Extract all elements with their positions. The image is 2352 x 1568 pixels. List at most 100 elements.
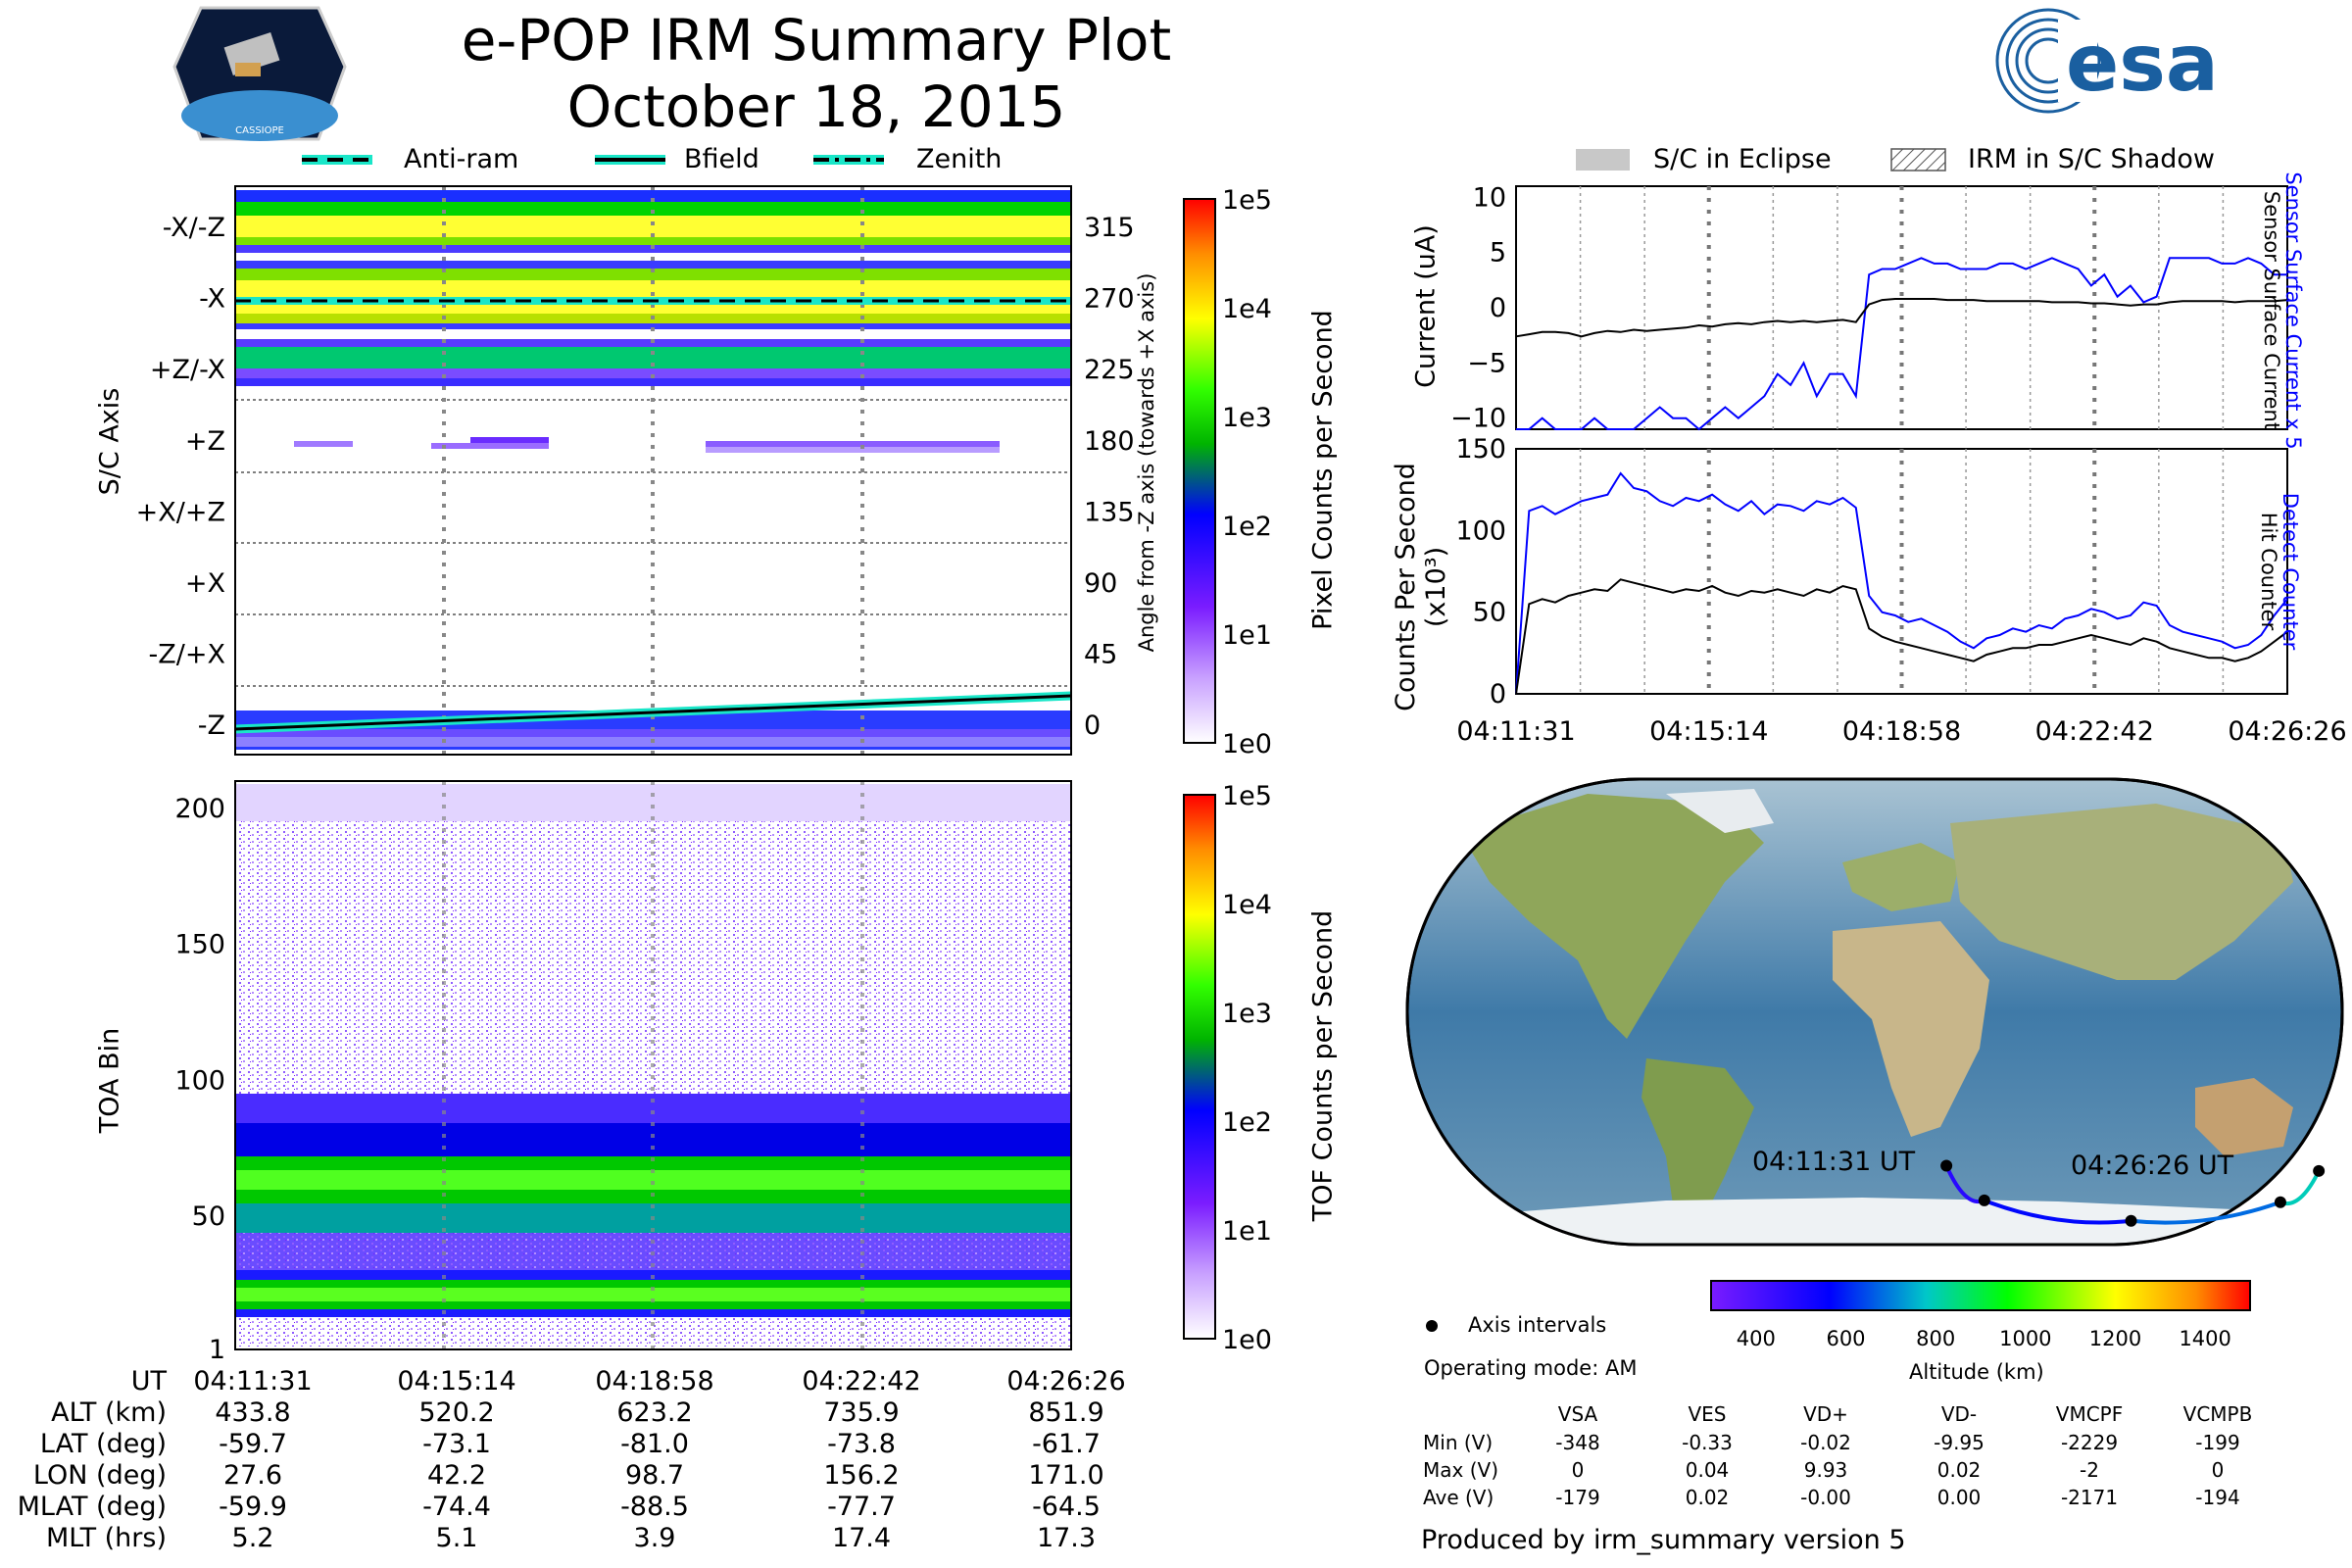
cassiope-logo-text: CASSIOPE <box>235 125 284 136</box>
axis-intervals-label: Axis intervals <box>1468 1313 1607 1337</box>
orbit-row-header: LON (deg) <box>32 1460 167 1491</box>
colorbar-tick: 1e0 <box>1222 1325 1272 1355</box>
voltage-cell: -2229 <box>2060 1431 2119 1454</box>
orbit-cell: 27.6 <box>222 1460 283 1491</box>
current-right-label-blue: Sensor Surface Current x 5 <box>2281 172 2305 450</box>
colorbar-tof-counts <box>1183 794 1216 1340</box>
y-tick: 0 <box>1490 293 1506 323</box>
counts-y-ticks: 150 100 50 0 <box>1455 434 1506 710</box>
orbit-cell: 171.0 <box>1028 1460 1104 1491</box>
footer-version: Produced by irm_summary version 5 <box>1421 1525 1906 1555</box>
altitude-tick: 1400 <box>2179 1327 2230 1350</box>
orbit-cell: -73.1 <box>422 1429 491 1459</box>
orbit-row-header: MLAT (deg) <box>17 1492 167 1522</box>
sc-axis-tick: +Z <box>185 426 225 457</box>
voltage-cell: 9.93 <box>1803 1458 1848 1482</box>
angle-tick: 270 <box>1084 284 1135 315</box>
voltage-row-label: Ave (V) <box>1423 1486 1494 1509</box>
altitude-colorbar-ticks: 400 600 800 1000 1200 1400 <box>1737 1327 2231 1350</box>
colorbar-tick: 1e3 <box>1222 403 1272 433</box>
orbit-cell: 433.8 <box>215 1397 291 1428</box>
sc-axis-tick: +Z/-X <box>150 355 225 385</box>
track-point <box>2274 1196 2286 1208</box>
time-tick: 04:18:58 <box>1842 716 1961 747</box>
counts-x-ticks: 04:11:31 04:15:14 04:18:58 04:22:42 04:26:26 <box>1456 716 2346 747</box>
orbit-cell: -74.4 <box>422 1492 491 1522</box>
track-point <box>2313 1164 2326 1177</box>
time-tick: 04:26:26 <box>2228 716 2346 747</box>
altitude-tick: 1000 <box>1999 1327 2051 1350</box>
voltage-cell: -0.33 <box>1682 1431 1733 1454</box>
track-segment <box>2279 1169 2321 1205</box>
orbit-cell: -73.8 <box>827 1429 896 1459</box>
orbit-row-header: ALT (km) <box>51 1397 167 1428</box>
current-axis-label: Current (uA) <box>1410 224 1442 388</box>
orbit-cell: -77.7 <box>827 1492 896 1522</box>
voltage-cell: 0.00 <box>1936 1486 1982 1509</box>
angle-tick: 180 <box>1084 426 1135 457</box>
counts-axis-label: Counts Per Second (x10³) <box>1391 463 1451 711</box>
toa-axis-label: TOA Bin <box>94 1027 125 1134</box>
orbit-cell: -88.5 <box>620 1492 689 1522</box>
legend-eclipse: S/C in Eclipse <box>1653 144 1832 174</box>
operating-mode: Operating mode: AM <box>1424 1356 1638 1380</box>
page-date: October 18, 2015 <box>566 74 1066 140</box>
orbit-cell: 5.1 <box>435 1523 478 1553</box>
angle-tick: 90 <box>1084 568 1117 599</box>
voltage-row-label: Min (V) <box>1423 1431 1494 1454</box>
time-tick: 04:22:42 <box>2035 716 2154 747</box>
y-tick: −5 <box>1467 348 1506 378</box>
voltage-cell: 0.02 <box>1936 1458 1982 1482</box>
colorbar-tick: 1e3 <box>1222 999 1272 1029</box>
angular-heatmap <box>234 185 1072 756</box>
sc-axis-tick: -Z/+X <box>149 640 225 670</box>
colorbar-pixel-counts <box>1183 198 1216 744</box>
voltage-cell: -9.95 <box>1934 1431 1984 1454</box>
altitude-tick: 600 <box>1826 1327 1865 1350</box>
altitude-colorbar-label: Altitude (km) <box>1909 1360 2044 1384</box>
altitude-tick: 400 <box>1737 1327 1776 1350</box>
orbit-cell: -59.7 <box>219 1429 287 1459</box>
orbit-cell: -59.9 <box>219 1492 287 1522</box>
legend-bfield: Bfield <box>684 144 760 174</box>
voltage-cell: -2 <box>2080 1458 2099 1482</box>
colorbar-tick: 1e4 <box>1222 890 1272 920</box>
orbit-cell: 3.9 <box>633 1523 676 1553</box>
series-line-hit-counter <box>1515 578 2288 695</box>
orbit-cell: 04:15:14 <box>397 1366 516 1396</box>
voltage-col-header: VMCPF <box>2055 1402 2124 1426</box>
toa-tick: 50 <box>192 1201 225 1232</box>
colorbar-tick: 1e1 <box>1222 620 1272 651</box>
toa-y-ticks: 200 150 100 50 1 <box>174 794 225 1365</box>
orbit-row-header: LAT (deg) <box>39 1429 167 1459</box>
tof-colorbar-label: TOF Counts per Second <box>1307 909 1339 1222</box>
y-tick: 50 <box>1473 598 1506 628</box>
angle-tick: 135 <box>1084 497 1135 527</box>
current-right-label-black: Sensor Surface Current <box>2260 190 2283 431</box>
sc-axis-tick: -Z <box>198 710 225 741</box>
angle-tick: 0 <box>1084 710 1101 741</box>
angle-tick: 45 <box>1084 640 1117 670</box>
colorbar-tick: 1e2 <box>1222 1107 1272 1138</box>
legend-zenith: Zenith <box>916 144 1003 174</box>
colorbar-tof-ticks: 1e5 1e4 1e3 1e2 1e1 1e0 <box>1222 781 1272 1355</box>
colorbar-tick: 1e4 <box>1222 294 1272 324</box>
voltage-col-header: VCMPB <box>2182 1402 2253 1426</box>
current-series <box>1515 257 2288 431</box>
orbit-cell: 5.2 <box>231 1523 274 1553</box>
colorbar-tick: 1e1 <box>1222 1216 1272 1247</box>
orbit-cell: 04:11:31 <box>193 1366 313 1396</box>
voltage-cell: 0.02 <box>1685 1486 1730 1509</box>
voltage-cell: -0.02 <box>1800 1431 1851 1454</box>
altitude-colorbar <box>1710 1280 2251 1311</box>
world-map <box>1405 777 2344 1247</box>
y-tick: 10 <box>1473 182 1506 213</box>
sc-axis-tick: -X/-Z <box>163 213 225 243</box>
ground-track <box>1940 1159 2326 1227</box>
esa-logo: esa <box>1995 8 2219 114</box>
orbit-cell: 17.4 <box>831 1523 892 1553</box>
orbit-cell: 623.2 <box>616 1397 693 1428</box>
voltage-cell: -0.00 <box>1800 1486 1851 1509</box>
voltage-col-header: VSA <box>1557 1402 1598 1426</box>
